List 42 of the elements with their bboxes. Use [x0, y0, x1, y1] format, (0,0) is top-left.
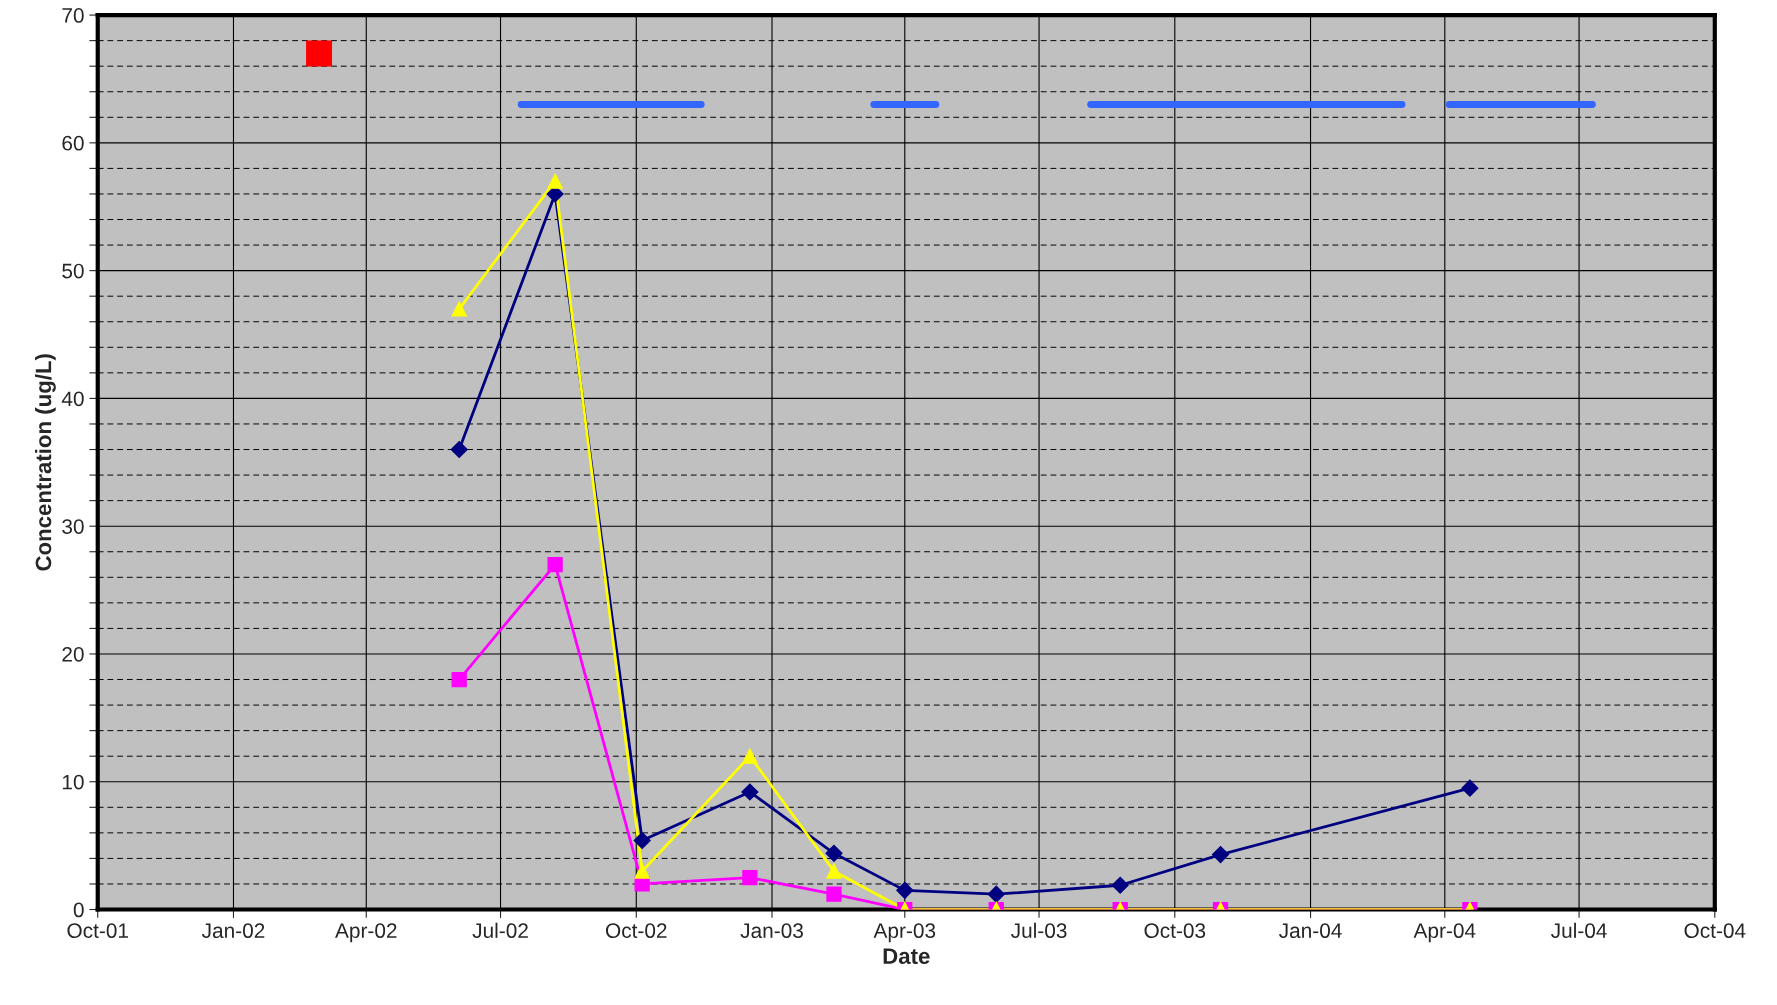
y-tick-label: 40 — [61, 391, 84, 407]
x-tick-label: Apr-03 — [873, 923, 936, 943]
x-tick-label: Jan-03 — [740, 923, 803, 939]
x-tick-label: Jan-02 — [201, 923, 265, 939]
point — [742, 869, 758, 886]
x-tick-label: Jul-04 — [1551, 922, 1607, 939]
x-axis-title: Date — [883, 948, 930, 965]
y-tick-label: 0 — [73, 902, 84, 918]
y-tick-label: 70 — [62, 8, 84, 23]
point — [450, 440, 468, 459]
point — [633, 831, 651, 850]
point — [451, 301, 467, 317]
x-tick-label: Jan-04 — [1279, 923, 1342, 939]
point — [634, 863, 650, 879]
point — [825, 844, 843, 862]
point — [742, 748, 758, 764]
y-tick-label: 60 — [62, 135, 84, 151]
x-tick-label: Oct-04 — [1684, 923, 1746, 939]
point — [741, 783, 759, 801]
point — [451, 671, 467, 688]
point — [826, 886, 842, 902]
point — [306, 40, 333, 67]
x-tick-label: Apr-02 — [335, 923, 397, 943]
y-tick-label: 20 — [62, 646, 84, 662]
x-tick-label: Jul-02 — [472, 922, 528, 939]
y-tick-label: 50 — [62, 263, 84, 279]
point — [1111, 876, 1129, 894]
x-tick-label: Oct-03 — [1144, 923, 1206, 939]
point — [547, 173, 563, 189]
y-axis-title: Concentration (ug/L) — [35, 354, 56, 571]
x-tick-label: Oct-02 — [605, 923, 667, 939]
point — [987, 885, 1005, 903]
y-tick-label: 30 — [62, 519, 84, 534]
point — [896, 881, 914, 899]
x-tick-label: Jul-03 — [1011, 922, 1067, 939]
point — [547, 556, 563, 573]
point — [1461, 779, 1479, 797]
point — [1211, 846, 1230, 864]
y-tick-label: 10 — [62, 774, 84, 790]
x-tick-label: Oct-01 — [67, 923, 128, 939]
point — [826, 863, 842, 879]
x-tick-label: Apr-04 — [1413, 923, 1476, 943]
